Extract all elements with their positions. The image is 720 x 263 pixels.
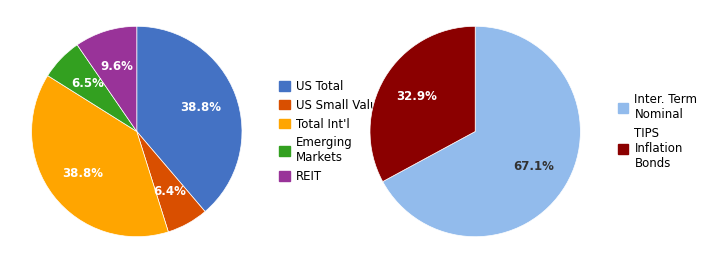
Wedge shape [370,26,475,181]
Text: 6.4%: 6.4% [153,185,186,198]
Wedge shape [137,132,205,232]
Text: 6.5%: 6.5% [71,77,104,90]
Wedge shape [77,26,137,132]
Wedge shape [137,26,242,211]
Text: 38.8%: 38.8% [62,166,103,180]
Legend: US Total, US Small Value, Total Int'l, Emerging
Markets, REIT: US Total, US Small Value, Total Int'l, E… [279,80,384,183]
Wedge shape [48,45,137,132]
Text: 38.8%: 38.8% [181,102,222,114]
Wedge shape [32,75,168,237]
Text: 32.9%: 32.9% [396,90,437,103]
Text: 67.1%: 67.1% [513,160,554,173]
Text: 9.6%: 9.6% [101,60,133,73]
Legend: Inter. Term
Nominal, TIPS
Inflation
Bonds: Inter. Term Nominal, TIPS Inflation Bond… [618,93,698,170]
Wedge shape [383,26,580,237]
